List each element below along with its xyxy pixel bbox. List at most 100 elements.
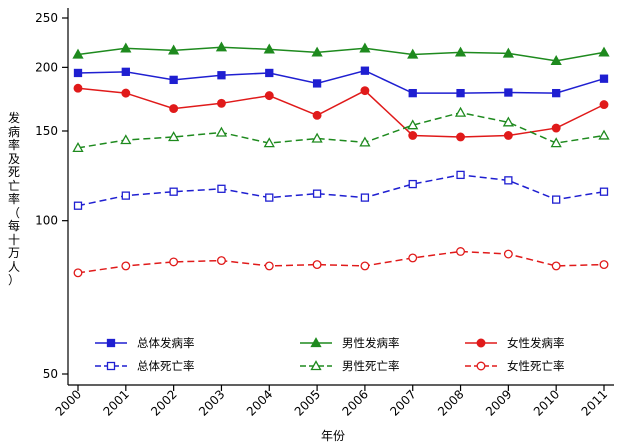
data-point	[72, 142, 84, 152]
series-1	[73, 66, 609, 98]
data-point	[456, 88, 465, 98]
y-axis-label: 发病率及死亡率（每十万人）	[7, 111, 20, 287]
data-point	[169, 104, 179, 114]
legend-marker	[106, 338, 116, 348]
data-point	[551, 261, 561, 271]
data-point	[408, 88, 417, 98]
legend-marker	[106, 361, 116, 371]
data-point	[168, 44, 180, 55]
series-6	[73, 247, 609, 278]
data-point	[599, 100, 609, 110]
legend-label: 男性发病率	[342, 336, 400, 350]
data-point	[599, 260, 609, 270]
data-point	[120, 42, 132, 53]
legend-label: 女性发病率	[507, 336, 565, 350]
data-point	[551, 123, 561, 133]
data-point	[312, 260, 322, 270]
data-point	[311, 132, 323, 143]
series-5	[72, 106, 610, 152]
data-point	[263, 137, 275, 148]
legend-label: 男性死亡率	[342, 359, 400, 373]
y-tick-label: 200	[35, 60, 58, 74]
series-3	[73, 83, 609, 142]
data-point	[360, 261, 370, 271]
data-point	[360, 193, 370, 202]
legend-label: 总体发病率	[137, 336, 195, 350]
y-tick-label: 50	[43, 367, 58, 381]
data-point	[598, 46, 610, 57]
legend-item: 女性死亡率	[465, 359, 565, 373]
data-point	[456, 247, 465, 256]
series-line	[77, 174, 605, 207]
data-point	[456, 170, 465, 180]
data-point	[73, 201, 83, 210]
data-point	[504, 88, 513, 97]
data-point	[215, 126, 228, 137]
data-point	[169, 257, 179, 267]
data-point	[456, 132, 465, 142]
y-tick-label: 150	[35, 124, 58, 138]
data-point	[73, 68, 83, 78]
data-point	[599, 74, 609, 83]
x-tick-label: 2007	[387, 387, 418, 418]
data-point	[407, 48, 419, 59]
series-line	[77, 87, 605, 138]
x-tick-label: 2000	[53, 387, 84, 418]
data-point	[215, 41, 228, 52]
data-point	[360, 86, 370, 96]
data-point	[408, 253, 418, 263]
x-tick-label: 2006	[340, 387, 371, 418]
data-point	[121, 191, 130, 200]
data-point	[454, 46, 467, 57]
data-point	[312, 79, 322, 88]
series-layer	[72, 41, 610, 278]
data-point	[73, 83, 83, 93]
data-point	[72, 48, 84, 59]
x-tick-label: 2011	[579, 387, 610, 418]
data-point	[263, 43, 275, 54]
data-point	[217, 71, 226, 80]
data-point	[120, 134, 132, 145]
data-point	[169, 75, 178, 85]
legend-marker	[310, 337, 322, 348]
data-point	[217, 184, 226, 193]
x-axis-label: 年份	[321, 429, 346, 443]
data-point	[73, 268, 83, 278]
x-tick-label: 2001	[100, 387, 131, 418]
data-point	[312, 189, 322, 198]
x-tick-label: 2009	[483, 387, 514, 418]
legend-item: 总体发病率	[95, 336, 195, 350]
data-point	[312, 110, 322, 120]
data-point	[264, 91, 274, 101]
data-point	[504, 176, 513, 185]
series-line	[77, 111, 605, 149]
data-point	[552, 88, 561, 98]
data-point	[217, 98, 226, 108]
x-tick-label: 2005	[292, 387, 323, 418]
data-point	[311, 46, 323, 57]
series-line	[77, 46, 605, 62]
data-point	[359, 42, 371, 53]
legend-label: 总体死亡率	[137, 359, 195, 373]
legend-item: 男性死亡率	[300, 359, 400, 373]
data-point	[502, 47, 514, 58]
data-point	[265, 68, 274, 78]
x-tick-label: 2008	[435, 387, 466, 418]
data-point	[552, 195, 561, 204]
data-point	[265, 193, 274, 202]
data-point	[599, 187, 609, 196]
data-point	[454, 106, 467, 117]
legend-item: 男性发病率	[300, 336, 400, 350]
series-2	[72, 41, 610, 65]
x-tick-label: 2010	[531, 387, 562, 418]
series-line	[77, 69, 605, 94]
data-point	[360, 66, 370, 75]
data-point	[408, 179, 417, 189]
data-point	[503, 249, 513, 259]
data-point	[598, 129, 610, 140]
x-tick-label: 2004	[244, 387, 275, 418]
series-line	[77, 250, 605, 274]
data-point	[408, 131, 418, 140]
